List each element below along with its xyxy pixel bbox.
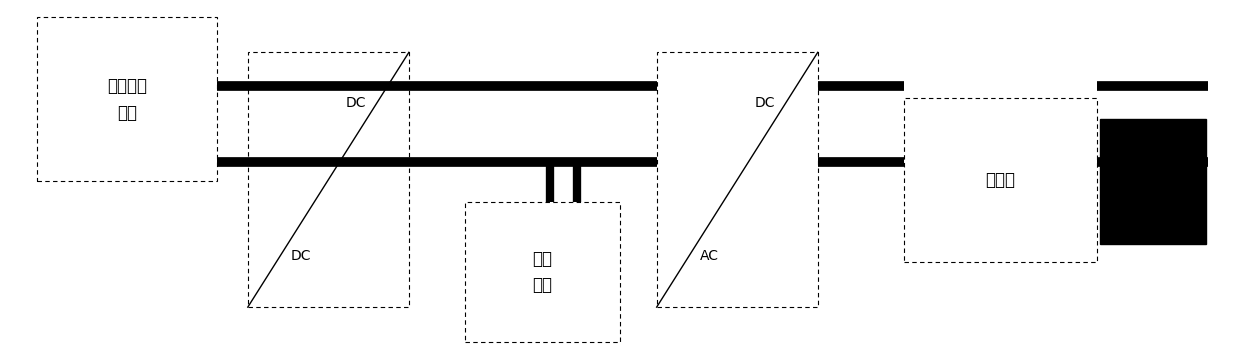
Bar (1100, 119, 1206, 244)
Text: DC: DC (291, 249, 311, 263)
Text: AC: AC (700, 249, 720, 263)
Text: DC: DC (755, 96, 774, 110)
Text: 动力
电池: 动力 电池 (532, 250, 553, 295)
Text: 电动机: 电动机 (985, 171, 1016, 189)
Text: DC: DC (346, 96, 366, 110)
Text: 燃料电池
系统: 燃料电池 系统 (107, 77, 147, 122)
